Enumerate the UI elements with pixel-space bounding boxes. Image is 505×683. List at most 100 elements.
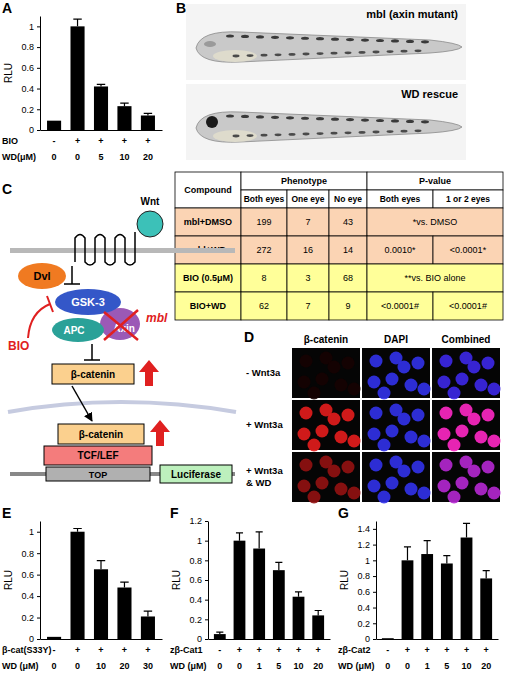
inhibition (64, 266, 80, 284)
condition-value: 5 (444, 661, 449, 671)
y-tick-mark (205, 521, 208, 522)
table-text: 272 (256, 245, 271, 255)
pigment (345, 51, 352, 54)
condition-label: WD (μM) (338, 661, 375, 671)
condition-label: WD(μM) (2, 152, 36, 162)
y-tick-label: 1 (365, 556, 370, 566)
y-tick-label: 0.2 (21, 105, 34, 115)
cell-nucleus (308, 439, 321, 452)
y-axis: 00.20.40.60.81 (21, 17, 40, 136)
condition-value: + (75, 136, 80, 146)
table-text: *vs. DMSO (413, 217, 458, 227)
condition-value: - (53, 645, 56, 655)
condition-value: 1 (257, 661, 262, 671)
y-axis-title: RLU (3, 63, 14, 83)
y-tick-mark (373, 639, 376, 640)
condition-value: 0 (405, 661, 410, 671)
pigment (289, 133, 296, 136)
pigment (301, 37, 309, 40)
error-bar (144, 611, 152, 616)
dvl (18, 263, 66, 289)
row-label: - Wnt3a (246, 367, 281, 378)
cell-nucleus (316, 477, 329, 490)
table-cell (367, 190, 433, 208)
cell-nucleus (482, 409, 495, 422)
column-header: DAPI (384, 334, 408, 345)
y-axis: 00.20.40.60.811.2 (189, 516, 208, 644)
cell-nucleus (440, 355, 453, 368)
y-tick-mark (373, 560, 376, 561)
y-tick: 0.6 (21, 570, 40, 580)
bar (47, 637, 61, 639)
condition-label: zβ-Cat2 (338, 645, 371, 655)
y-tick-mark (373, 592, 376, 593)
table-text: 9 (345, 301, 350, 311)
y-tick-label: 0.4 (21, 84, 34, 94)
pigment (289, 53, 296, 56)
cell-nucleus (440, 459, 453, 472)
error-bar (73, 529, 81, 532)
micrograph (292, 400, 360, 450)
table-subheader: No eye (334, 194, 362, 204)
condition-value: + (122, 136, 127, 146)
pigment (275, 133, 282, 136)
cell-nucleus (448, 387, 461, 400)
y-tick-label: 1 (29, 22, 34, 32)
cell-nucleus (378, 387, 391, 400)
y-tick: 0.8 (357, 571, 376, 581)
pigment (391, 39, 399, 42)
condition-label: WD (μM) (170, 661, 207, 671)
y-axis-title: RLU (339, 570, 350, 590)
y-tick: 0.2 (357, 619, 376, 629)
table-text: 0.0010* (384, 245, 416, 255)
table-cell (329, 236, 367, 264)
y-tick-label: 0 (29, 634, 34, 644)
figure: ARLU00.20.40.60.81BIO-++++WD(μM)0051020E… (0, 0, 505, 683)
y-tick-mark (37, 109, 40, 110)
pigment (391, 119, 399, 122)
fish-image: WD rescue (186, 84, 466, 160)
y-tick: 0.6 (189, 575, 208, 585)
y-axis-title: RLU (3, 570, 14, 590)
table-cell (175, 292, 241, 320)
y-axis: 00.20.40.60.811.21.4 (357, 522, 376, 645)
pigment (275, 53, 282, 56)
y-tick: 0.8 (189, 556, 208, 566)
y-axis-line (40, 17, 41, 131)
y-tick-mark (373, 623, 376, 624)
fish-body (196, 112, 462, 142)
cell-nucleus (342, 409, 355, 422)
table-cell (241, 264, 287, 292)
table-cell (329, 190, 367, 208)
pigment (256, 115, 264, 118)
node-label: β-catenin (71, 369, 115, 380)
y-tick-label: 0.4 (357, 603, 370, 613)
condition-value: + (425, 645, 430, 655)
y-tick: 0 (365, 634, 376, 644)
bar (117, 588, 131, 639)
panel-label: G (338, 505, 349, 521)
error-bar (256, 532, 263, 549)
pigment (317, 132, 324, 135)
y-tick: 0.4 (357, 603, 376, 613)
condition-value: 5 (98, 152, 103, 162)
pigment (345, 131, 352, 134)
error-bar (120, 103, 128, 106)
y-tick-mark (373, 545, 376, 546)
pigment (316, 117, 324, 120)
cell-nucleus (405, 379, 418, 392)
y-tick: 0.8 (21, 42, 40, 52)
y-tick-mark (205, 580, 208, 581)
condition-value: + (444, 645, 449, 655)
micrograph (432, 348, 500, 398)
table-text: **vs. BIO alone (404, 273, 465, 283)
y-tick: 0.4 (21, 591, 40, 601)
condition-label: WD (μM) (2, 661, 39, 671)
bar (141, 616, 155, 639)
table-text: 7 (305, 301, 310, 311)
condition-value: + (145, 136, 150, 146)
row-label: + Wnt3a (246, 465, 283, 476)
condition-value: 20 (313, 661, 323, 671)
cell-nucleus (308, 387, 321, 400)
pigment (303, 133, 310, 136)
